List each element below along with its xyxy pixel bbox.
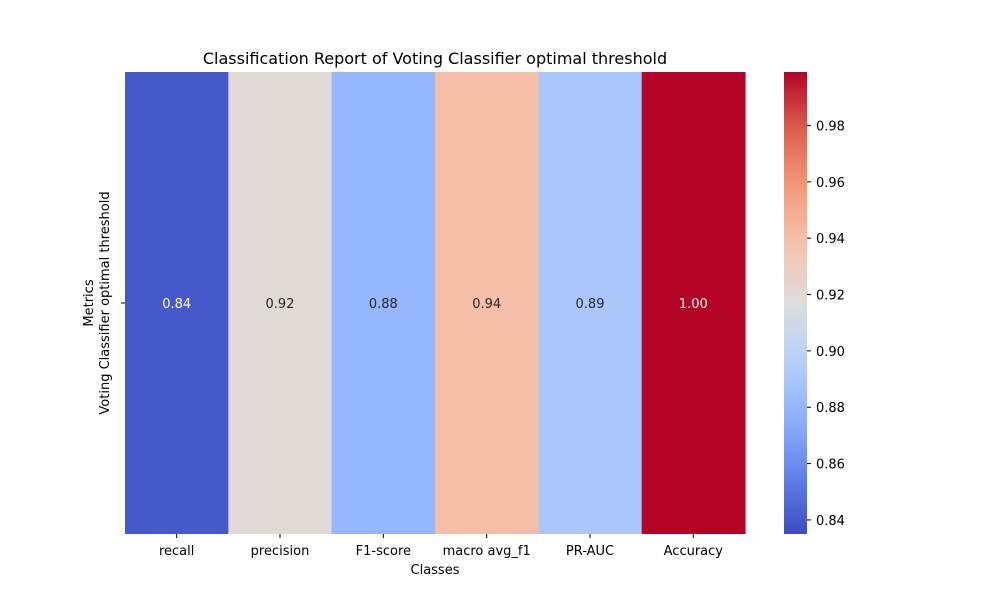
y-axis-label-line-2: Voting Classifier optimal threshold	[98, 191, 113, 414]
x-tick-label: Accuracy	[664, 544, 724, 559]
y-axis-label: Metrics Voting Classifier optimal thresh…	[82, 191, 113, 414]
x-tick-label: recall	[159, 544, 194, 559]
x-axis-label: Classes	[411, 563, 460, 578]
colorbar-ticks: 0.84 0.86 0.88 0.90 0.92 0.94 0.96 0.98	[807, 120, 845, 529]
cell-labels: 0.84 0.92 0.88 0.94 0.89 1.00	[162, 297, 708, 312]
heatmap-cell-1	[228, 72, 333, 534]
x-tick-label: macro avg_f1	[443, 544, 531, 559]
cell-value-label: 0.84	[162, 297, 191, 312]
cell-value-label: 0.89	[576, 297, 605, 312]
colorbar-tick-label: 0.94	[816, 232, 845, 247]
colorbar-tick-label: 0.98	[816, 120, 845, 135]
x-tick-label: PR-AUC	[566, 544, 614, 559]
chart-title: Classification Report of Voting Classifi…	[203, 49, 667, 68]
heatmap-cell-0	[125, 72, 229, 534]
cell-value-label: 0.88	[369, 297, 398, 312]
y-axis-label-line-1: Metrics	[82, 279, 97, 326]
heatmap-cells	[125, 72, 746, 534]
heatmap-cell-2	[331, 72, 436, 534]
colorbar-tick-label: 0.90	[816, 345, 845, 360]
colorbar-gradient	[784, 72, 807, 534]
colorbar-tick-label: 0.96	[816, 176, 845, 191]
cell-value-label: 0.92	[266, 297, 295, 312]
x-tick-label: precision	[251, 544, 310, 559]
cell-value-label: 1.00	[679, 297, 708, 312]
colorbar-tick-label: 0.88	[816, 401, 845, 416]
heatmap-cell-5	[641, 72, 746, 534]
heatmap-cell-4	[538, 72, 643, 534]
x-tick-label: F1-score	[356, 544, 411, 559]
colorbar: 0.84 0.86 0.88 0.90 0.92 0.94 0.96 0.98	[784, 72, 845, 534]
colorbar-tick-label: 0.92	[816, 289, 845, 304]
cell-value-label: 0.94	[472, 297, 501, 312]
colorbar-tick-label: 0.86	[816, 458, 845, 473]
colorbar-tick-label: 0.84	[816, 514, 845, 529]
heatmap-cell-3	[435, 72, 539, 534]
x-axis-ticks: recall precision F1-score macro avg_f1 PR-AU…	[159, 534, 723, 559]
